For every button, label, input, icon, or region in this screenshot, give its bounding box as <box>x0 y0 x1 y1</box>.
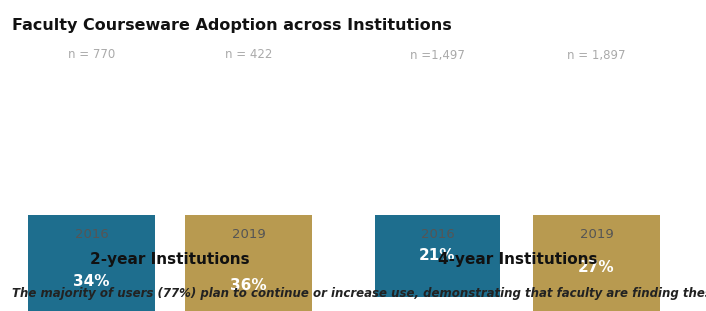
FancyBboxPatch shape <box>28 215 155 311</box>
Text: 2019: 2019 <box>580 228 614 241</box>
Text: 27%: 27% <box>578 260 615 275</box>
Text: 36%: 36% <box>230 277 267 293</box>
FancyBboxPatch shape <box>185 215 312 311</box>
Text: 21%: 21% <box>419 248 456 263</box>
Text: n = 1,897: n = 1,897 <box>567 49 626 62</box>
FancyBboxPatch shape <box>533 215 660 311</box>
Text: 34%: 34% <box>73 274 109 289</box>
Text: 2019: 2019 <box>232 228 265 241</box>
FancyBboxPatch shape <box>375 215 500 297</box>
Text: The majority of users (77%) plan to continue or increase use, demonstrating that: The majority of users (77%) plan to cont… <box>12 287 706 300</box>
Text: 2016: 2016 <box>421 228 455 241</box>
Text: 4-year Institutions: 4-year Institutions <box>438 252 597 267</box>
Text: Faculty Courseware Adoption across Institutions: Faculty Courseware Adoption across Insti… <box>12 18 452 33</box>
Text: n = 422: n = 422 <box>225 49 273 62</box>
Text: n = 770: n = 770 <box>68 49 115 62</box>
Text: 2016: 2016 <box>75 228 109 241</box>
Text: n =1,497: n =1,497 <box>410 49 465 62</box>
Text: 2-year Institutions: 2-year Institutions <box>90 252 250 267</box>
